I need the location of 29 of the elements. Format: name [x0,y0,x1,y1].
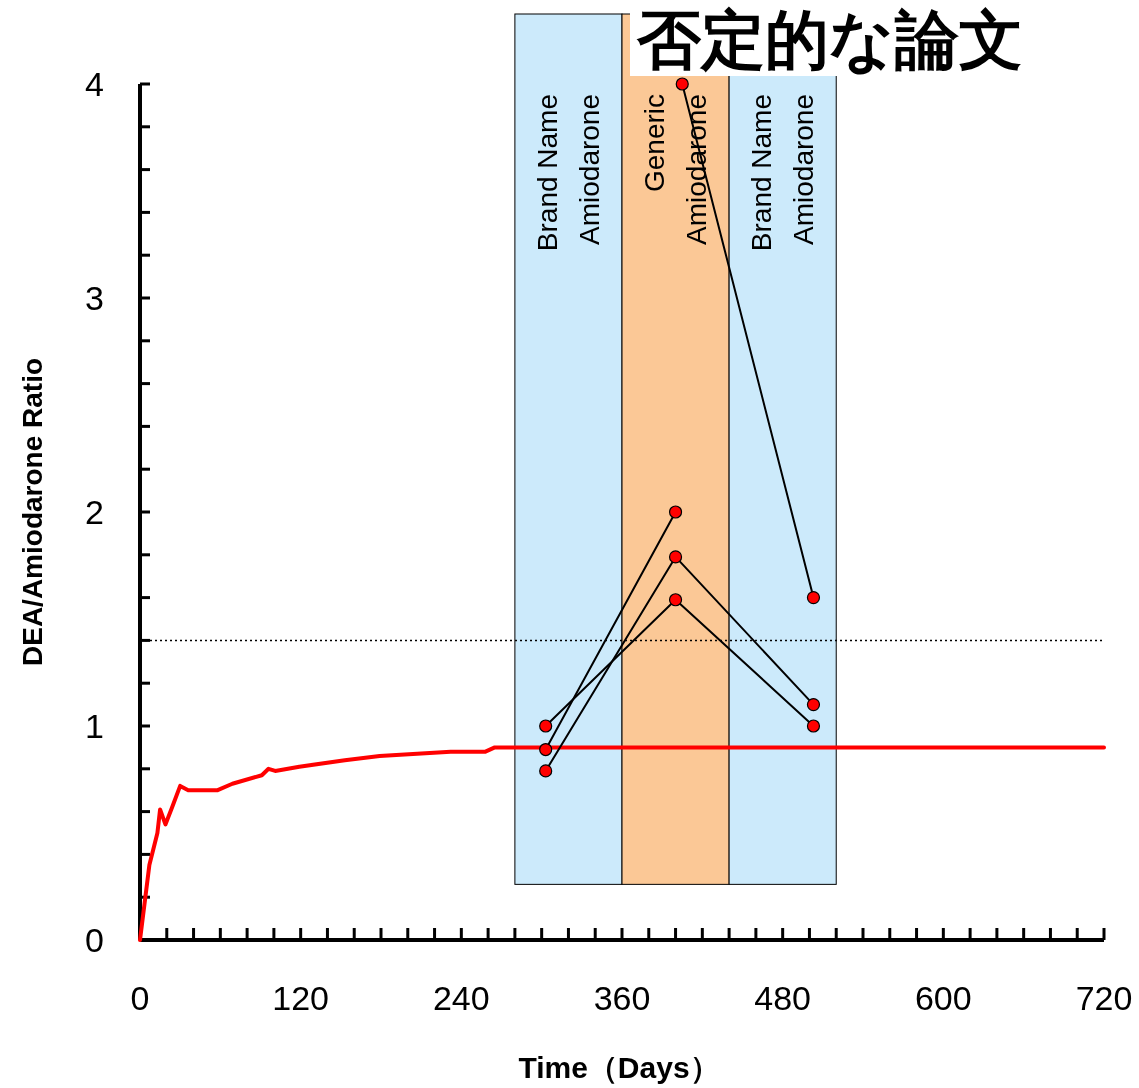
band-label: Brand Name Amiodarone [746,94,820,252]
point [539,719,553,733]
y-tick-label: 4 [85,65,104,103]
x-tick-label: 600 [914,979,972,1017]
x-axis-title: Time（Days） [518,1051,720,1084]
y-tick-label: 0 [85,921,104,959]
chart-title: 否定的な論文 [636,4,1023,76]
point [668,505,683,519]
band: Brand Name Amiodarone [514,13,623,885]
point [668,550,683,564]
point [806,698,821,712]
y-tick-label: 3 [85,279,104,317]
y-tick-label: 2 [85,493,104,531]
y-axis-title: DEA/Amiodarone Ratio [17,357,48,667]
x-tick-label: 720 [1075,979,1133,1017]
point [806,591,821,605]
y-tick-label: 1 [85,707,104,745]
x-tick-label: 480 [754,979,812,1017]
point [675,77,689,91]
point [539,764,553,778]
band-label: Generic Amiodarone [639,94,713,245]
band-label: Brand Name Amiodarone [531,94,605,252]
x-tick-label: 360 [593,979,651,1017]
x-tick-label: 0 [130,979,150,1017]
point [539,742,553,757]
x-tick-label: 240 [432,979,490,1017]
point [668,593,683,607]
point [806,719,821,733]
x-tick-label: 120 [272,979,330,1017]
